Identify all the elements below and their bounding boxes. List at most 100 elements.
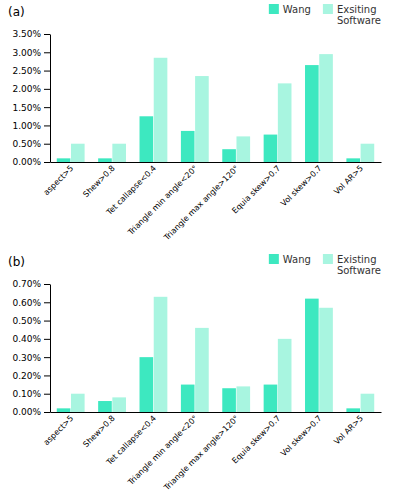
y-tick-mark <box>44 52 50 53</box>
y-tick-label: 0.10% <box>12 389 41 399</box>
bar <box>71 144 85 162</box>
x-tick: aspect>5 <box>42 164 76 198</box>
y-tick-mark <box>44 357 50 358</box>
y-tick: 1.00% <box>12 121 50 131</box>
x-tick-label: Shew>0.8 <box>81 164 116 199</box>
y-tick-label: 1.50% <box>12 103 41 113</box>
bar <box>236 136 250 162</box>
legend-item: ExsitingSoftware <box>323 4 381 26</box>
panel-label: (a) <box>8 5 25 19</box>
panel: 0.00% 0.10% 0.20% 0.30% 0.40% 0.50% 0.60% 0.70%… <box>8 254 382 493</box>
bar <box>319 54 333 162</box>
bar <box>154 297 168 412</box>
legend-label: Wang <box>283 254 311 265</box>
bar <box>112 144 126 162</box>
y-tick-label: 0.20% <box>12 371 41 381</box>
series <box>71 297 374 412</box>
y-tick-label: 0.50% <box>12 139 41 149</box>
bar <box>140 357 154 412</box>
x-tick-label: Equia skew>0.7 <box>230 414 282 466</box>
y-tick-label: 1.00% <box>12 121 41 131</box>
y-tick: 0.10% <box>12 389 50 399</box>
legend-label: Wang <box>283 4 311 15</box>
x-tick: Triangle min angle<20° <box>125 164 199 238</box>
legend-label-line: Existing <box>337 254 377 265</box>
panel-label: (b) <box>8 255 25 269</box>
bar <box>195 328 209 412</box>
legend-label-line: Exsiting <box>337 4 377 15</box>
x-axis: aspect>5Shew>0.8Tet callapse<0.4Triangle… <box>42 163 382 243</box>
x-tick: aspect>5 <box>42 414 76 448</box>
bar <box>305 65 319 162</box>
x-tick-label: Shew>0.8 <box>81 414 116 449</box>
y-tick: 0.40% <box>12 334 50 344</box>
series <box>71 54 374 162</box>
y-tick: 0.50% <box>12 139 50 149</box>
y-tick: 0.60% <box>12 298 50 308</box>
y-tick: 2.00% <box>12 84 50 94</box>
x-tick: Triangle min angle<20° <box>125 414 199 488</box>
bar <box>57 158 71 162</box>
bar <box>181 385 195 412</box>
legend-item: Wang <box>269 254 311 265</box>
x-tick: Vol AR>5 <box>332 414 365 447</box>
legend-item: ExistingSoftware <box>323 254 381 276</box>
y-tick-label: 0.30% <box>12 353 41 363</box>
legend-label-line: Software <box>337 265 381 276</box>
y-tick: 3.00% <box>12 48 50 58</box>
y-tick-label: 3.00% <box>12 48 41 58</box>
y-axis: 0.00% 0.10% 0.20% 0.30% 0.40% 0.50% 0.60% 0.70% <box>12 279 50 417</box>
x-tick: Vol skew>0.7 <box>279 164 323 208</box>
bar <box>71 394 85 412</box>
y-tick-mark <box>44 375 50 376</box>
bar <box>57 408 71 412</box>
y-tick-label: 0.70% <box>12 279 41 289</box>
y-tick: 0.50% <box>12 316 50 326</box>
legend-item: Wang <box>269 4 311 15</box>
x-tick-label: Triangle max angle>120° <box>162 164 241 243</box>
bar <box>346 158 360 162</box>
y-tick: 1.50% <box>12 103 50 113</box>
x-axis: aspect>5Shew>0.8Tet callapse<0.4Triangle… <box>42 413 382 493</box>
legend-label: ExsitingSoftware <box>337 4 381 26</box>
bar <box>361 144 375 162</box>
bar <box>222 388 236 412</box>
y-tick: 0.00% <box>12 157 50 167</box>
y-tick-mark <box>44 107 50 108</box>
x-tick-label: Vol skew>0.7 <box>279 164 323 208</box>
x-tick-label: aspect>5 <box>42 414 76 448</box>
series <box>57 65 360 162</box>
y-tick-mark <box>44 144 50 145</box>
y-tick-mark <box>44 284 50 285</box>
y-axis-line <box>50 35 51 163</box>
legend-swatch <box>323 254 333 264</box>
bar <box>278 83 292 162</box>
bar <box>361 394 375 412</box>
legend-swatch <box>269 4 279 14</box>
y-tick: 0.20% <box>12 371 50 381</box>
x-tick: Shew>0.8 <box>81 414 116 449</box>
bar <box>319 308 333 412</box>
x-tick: Vol AR>5 <box>332 164 365 197</box>
x-tick: Vol skew>0.7 <box>279 414 323 458</box>
bar <box>264 385 278 412</box>
x-tick-label: Triangle min angle<20° <box>125 164 199 238</box>
bar <box>264 135 278 162</box>
x-tick: Triangle max angle>120° <box>162 414 241 493</box>
x-tick: Triangle max angle>120° <box>162 164 241 243</box>
x-tick-label: Vol AR>5 <box>332 414 365 447</box>
legend: Wang ExistingSoftware <box>269 254 381 276</box>
y-tick: 0.00% <box>12 407 50 417</box>
y-tick-label: 2.50% <box>12 66 41 76</box>
x-tick-label: Triangle max angle>120° <box>162 414 241 493</box>
y-tick-mark <box>44 412 50 413</box>
x-axis-line <box>51 162 382 163</box>
y-tick-mark <box>44 302 50 303</box>
bar <box>305 299 319 412</box>
bar <box>278 339 292 412</box>
panel: 0.00%0.50%1.00%1.50%2.00%2.50%3.00%3.50%… <box>8 4 382 243</box>
y-tick-mark <box>44 125 50 126</box>
bar <box>112 397 126 412</box>
plot-area: 0.00%0.50%1.00%1.50%2.00%2.50%3.00%3.50%… <box>12 29 381 243</box>
y-axis-line <box>50 285 51 413</box>
